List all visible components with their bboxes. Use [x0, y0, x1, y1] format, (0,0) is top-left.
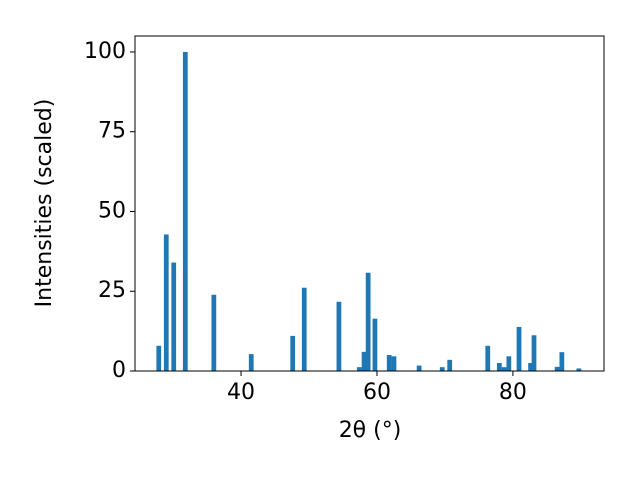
x-tick-label: 60 — [363, 380, 391, 405]
y-tick-label: 0 — [112, 358, 126, 383]
bar — [485, 345, 491, 371]
y-axis-label: Intensities (scaled) — [32, 99, 57, 308]
bar — [156, 345, 162, 371]
bar — [372, 318, 378, 371]
bar — [576, 368, 582, 371]
bar — [356, 367, 362, 371]
bar — [501, 367, 507, 371]
bar — [496, 363, 502, 371]
bar — [531, 335, 537, 371]
bar — [559, 352, 565, 371]
y-tick-label: 50 — [98, 198, 126, 223]
bar — [386, 355, 392, 371]
x-tick-label: 40 — [227, 380, 255, 405]
bar — [447, 359, 453, 371]
bar — [163, 234, 169, 371]
bar — [171, 262, 177, 371]
bar — [506, 356, 512, 371]
bar — [361, 351, 367, 371]
bar — [439, 367, 445, 371]
bar — [336, 301, 342, 371]
x-axis-label: 2θ (°) — [339, 418, 402, 443]
bar — [528, 363, 533, 371]
y-tick-label: 100 — [84, 39, 126, 64]
bar — [182, 51, 188, 371]
bar — [301, 287, 307, 371]
bar — [391, 356, 397, 371]
plot-frame — [134, 35, 605, 372]
bar — [211, 294, 217, 371]
bar — [516, 326, 522, 371]
y-tick-label: 25 — [98, 278, 126, 303]
bar — [248, 354, 254, 371]
bar — [416, 365, 422, 371]
y-tick-label: 75 — [98, 119, 126, 144]
x-tick-label: 80 — [499, 380, 527, 405]
bar — [365, 272, 371, 371]
bar — [290, 335, 296, 371]
bar — [554, 366, 560, 371]
